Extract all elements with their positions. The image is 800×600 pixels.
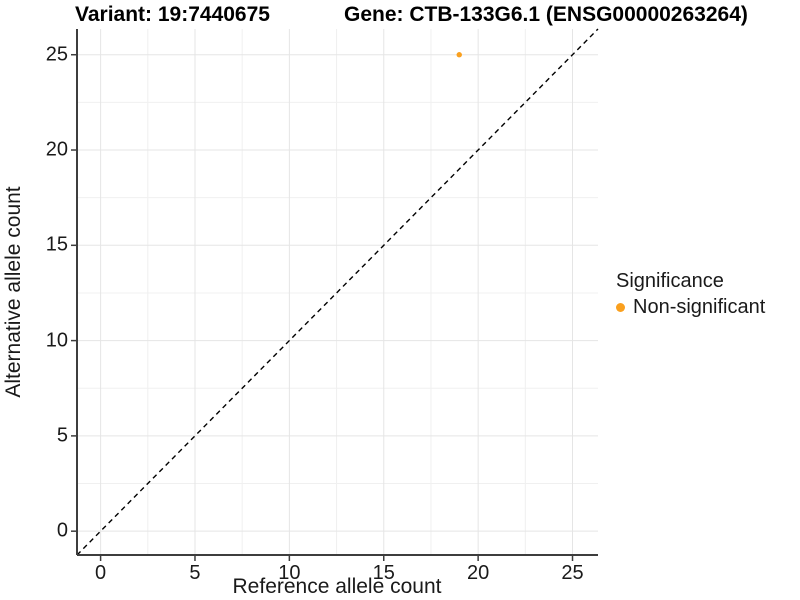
legend-item-label: Non-significant [633, 295, 766, 318]
plot-title-gene: Gene: CTB-133G6.1 (ENSG00000263264) [344, 3, 748, 26]
legend-point-icon [616, 302, 625, 312]
plot-title-variant: Variant: 19:7440675 [75, 3, 270, 26]
legend-item: Non-significant [616, 296, 765, 318]
plot-svg [71, 28, 599, 561]
legend-title: Significance [616, 270, 724, 292]
data-point [456, 52, 462, 58]
legend-items: Non-significant [616, 296, 765, 318]
x-tick-label: 25 [561, 562, 584, 584]
x-tick-label: 15 [372, 562, 395, 584]
y-tick-label: 5 [56, 424, 68, 447]
y-tick-label: 0 [56, 519, 68, 542]
x-axis-title: Reference allele count [232, 575, 442, 598]
y-tick-label: 15 [45, 233, 68, 256]
y-tick-label: 25 [45, 43, 68, 66]
y-axis-title: Alternative allele count [2, 186, 25, 398]
legend: Significance Non-significant [616, 270, 765, 318]
identity-dashed-line [76, 28, 599, 556]
y-tick-label: 20 [45, 138, 68, 161]
x-tick-label: 20 [467, 562, 490, 584]
x-tick-label: 10 [278, 562, 301, 584]
x-tick-label: 0 [95, 562, 107, 584]
x-tick-label: 5 [189, 562, 201, 584]
y-tick-label: 10 [45, 329, 68, 352]
plot-panel [71, 28, 599, 561]
